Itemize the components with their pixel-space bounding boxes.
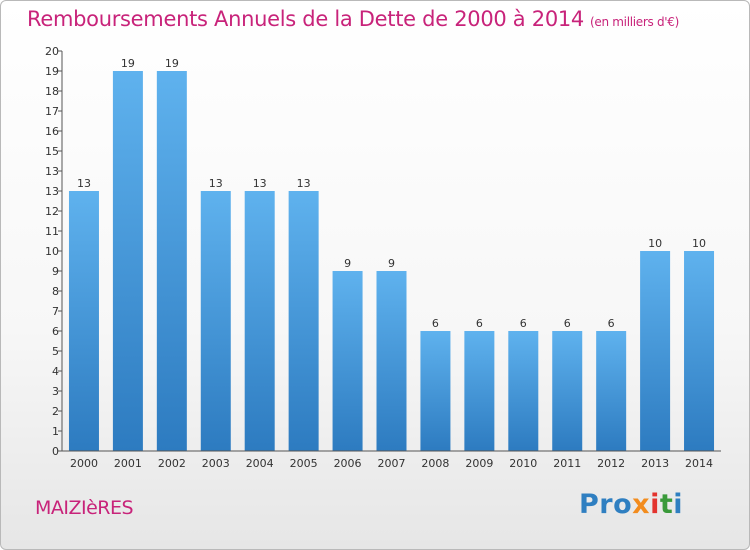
bar [376,271,407,451]
chart-title: Remboursements Annuels de la Dette de 20… [27,7,679,31]
value-label: 6 [520,317,527,330]
x-tick-label: 2010 [509,457,537,470]
bar [420,331,451,451]
city-name: MAIZIèRES [35,497,134,519]
y-tick-label: 20 [45,45,59,58]
x-tick-label: 2004 [246,457,274,470]
y-tick-label: 19 [45,65,59,78]
y-tick-label: 7 [52,305,59,318]
logo-part: i [650,489,660,520]
value-label: 6 [432,317,439,330]
bar [508,331,539,451]
value-label: 6 [476,317,483,330]
y-tick-label: 18 [45,85,59,98]
y-tick-label: 11 [45,225,59,238]
x-tick-label: 2003 [202,457,230,470]
value-label: 9 [388,257,395,270]
x-tick-label: 2006 [334,457,362,470]
x-tick-label: 2013 [641,457,669,470]
bar [332,271,363,451]
bar [464,331,495,451]
value-label: 13 [253,177,267,190]
value-label: 13 [297,177,311,190]
x-tick-label: 2012 [597,457,625,470]
bar [200,191,231,451]
y-tick-label: 3 [52,385,59,398]
bar [640,251,671,451]
value-label: 9 [344,257,351,270]
y-tick-label: 13 [45,165,59,178]
y-tick-label: 4 [52,365,59,378]
logo-part: x [632,489,651,520]
x-tick-label: 2005 [290,457,318,470]
value-label: 13 [209,177,223,190]
y-tick-label: 13 [45,185,59,198]
y-tick-label: 0 [52,445,59,458]
value-label: 10 [692,237,706,250]
x-tick-label: 2001 [114,457,142,470]
proxiti-logo: Proxiti [579,489,683,520]
y-tick-label: 8 [52,285,59,298]
x-tick-label: 2007 [378,457,406,470]
value-label: 19 [121,57,135,70]
y-tick-label: 17 [45,105,59,118]
value-label: 19 [165,57,179,70]
chart-unit: (en milliers d'€) [590,15,680,29]
bar [552,331,583,451]
y-tick-label: 16 [45,125,59,138]
logo-part: i [673,489,684,520]
y-tick-label: 10 [45,245,59,258]
y-tick-label: 1 [52,425,59,438]
bar [288,191,319,451]
y-tick-label: 15 [45,145,59,158]
value-label: 13 [77,177,91,190]
logo-part: Pro [579,489,633,520]
bars: 13 19 19 13 13 13 9 9 6 6 6 6 6 10 10 [68,57,715,451]
y-tick-label: 5 [52,345,59,358]
y-tick-label: 9 [52,265,59,278]
x-axis: 2000 2001 2002 2003 2004 2005 2006 2007 2008 2009… [62,450,721,470]
x-tick-label: 2011 [553,457,581,470]
x-tick-label: 2014 [685,457,713,470]
y-tick-label: 6 [52,325,59,338]
value-label: 6 [608,317,615,330]
bar [684,251,715,451]
bar [244,191,275,451]
logo-part: t [659,489,674,520]
y-tick-label: 2 [52,405,59,418]
x-tick-label: 2009 [465,457,493,470]
x-tick-label: 2008 [421,457,449,470]
value-label: 10 [648,237,662,250]
x-tick-label: 2002 [158,457,186,470]
x-tick-label: 2000 [70,457,98,470]
value-label: 6 [564,317,571,330]
bar [596,331,627,451]
bar [112,71,143,451]
chart-title-text: Remboursements Annuels de la Dette de 20… [27,7,584,31]
y-tick-label: 12 [45,205,59,218]
bar [156,71,187,451]
bar [68,191,99,451]
